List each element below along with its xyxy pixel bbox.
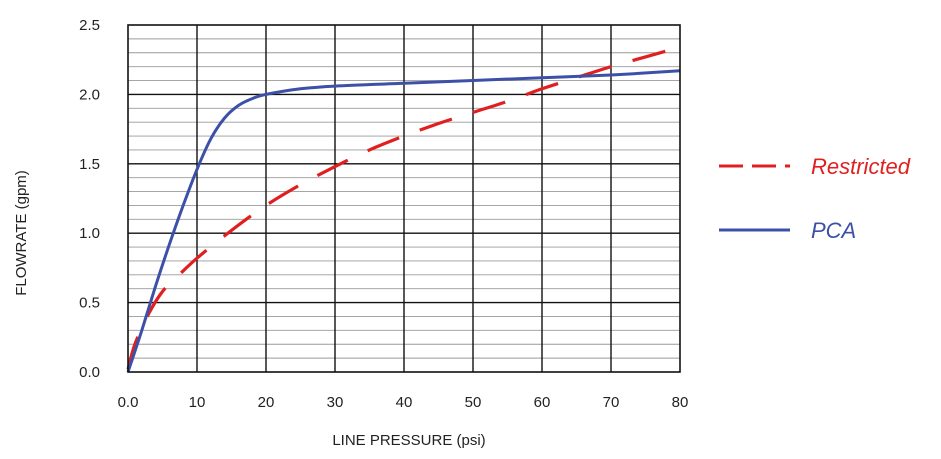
legend-label-restricted: Restricted	[811, 154, 911, 179]
x-tick-labels: 0.0 10 20 30 40 50 60 70 80	[118, 394, 689, 411]
series-line-pca	[126, 69, 681, 373]
plot-frame	[127, 24, 681, 373]
x-tick-label: 20	[258, 394, 275, 411]
x-tick-label: 40	[396, 394, 413, 411]
x-tick-label: 0.0	[118, 394, 139, 411]
x-tick-label: 50	[465, 394, 482, 411]
y-tick-label: 0.5	[79, 295, 100, 312]
legend-label-pca: PCA	[811, 218, 856, 243]
major-gridlines	[128, 25, 680, 372]
x-tick-label: 70	[603, 394, 620, 411]
x-tick-label: 10	[189, 394, 206, 411]
series-layer	[126, 45, 681, 373]
series-line-restricted	[126, 45, 681, 370]
y-axis-title: FLOWRATE (gpm)	[13, 170, 30, 296]
legend: Restricted PCA	[719, 154, 911, 243]
y-tick-label: 0.0	[79, 364, 100, 381]
x-axis-title: LINE PRESSURE (psi)	[332, 432, 485, 449]
x-tick-label: 60	[534, 394, 551, 411]
y-tick-label: 1.0	[79, 225, 100, 242]
y-tick-label: 1.5	[79, 156, 100, 173]
y-tick-labels: 0.0 0.5 1.0 1.5 2.0 2.5	[79, 17, 100, 381]
x-tick-label: 80	[672, 394, 689, 411]
y-tick-label: 2.5	[79, 17, 100, 34]
x-tick-label: 30	[327, 394, 344, 411]
y-tick-label: 2.0	[79, 86, 100, 103]
